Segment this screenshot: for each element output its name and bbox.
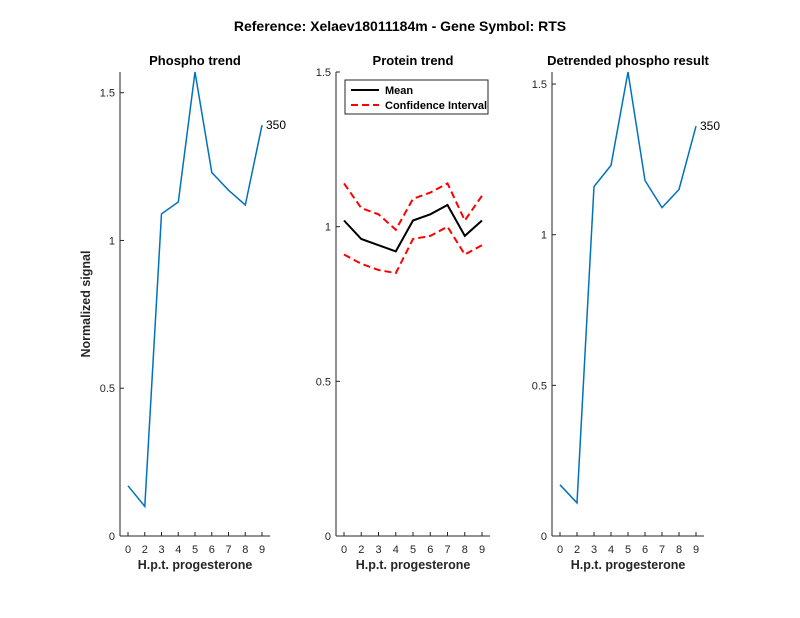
figure-title: Reference: Xelaev18011184m - Gene Symbol… [234, 18, 566, 34]
x-tick-label: 4 [608, 544, 614, 556]
x-tick-label: 6 [427, 544, 433, 556]
x-tick-label: 8 [462, 544, 468, 556]
x-tick-label: 9 [259, 544, 265, 556]
y-tick-label: 0 [541, 531, 547, 543]
legend-label: Mean [385, 85, 413, 97]
x-tick-label: 0 [125, 544, 131, 556]
y-tick-label: 0.5 [532, 380, 547, 392]
x-tick-label: 8 [676, 544, 682, 556]
x-axis-label: H.p.t. progesterone [356, 558, 471, 572]
x-axis-label: H.p.t. progesterone [138, 558, 253, 572]
x-tick-label: 3 [375, 544, 381, 556]
y-tick-label: 0.5 [100, 383, 115, 395]
legend-box [344, 79, 489, 115]
x-tick-label: 9 [479, 544, 485, 556]
x-tick-label: 9 [693, 544, 699, 556]
chart-title: Protein trend [373, 53, 454, 68]
x-tick-label: 6 [209, 544, 215, 556]
x-tick-label: 2 [142, 544, 148, 556]
x-tick-label: 2 [574, 544, 580, 556]
y-axis-label: Normalized signal [79, 251, 93, 358]
y-tick-label: 0 [325, 531, 331, 543]
legend-label: Confidence Interval [385, 100, 487, 112]
y-tick-label: 0.5 [316, 376, 331, 388]
x-tick-label: 4 [175, 544, 181, 556]
x-tick-label: 3 [591, 544, 597, 556]
y-tick-label: 1.5 [316, 67, 331, 79]
y-tick-label: 0 [109, 531, 115, 543]
x-tick-label: 7 [659, 544, 665, 556]
x-tick-label: 3 [158, 544, 164, 556]
y-tick-label: 1.5 [100, 88, 115, 100]
x-tick-label: 5 [192, 544, 198, 556]
x-tick-label: 0 [341, 544, 347, 556]
x-tick-label: 5 [625, 544, 631, 556]
x-tick-label: 4 [393, 544, 399, 556]
y-tick-label: 1.5 [532, 79, 547, 91]
x-tick-label: 7 [444, 544, 450, 556]
chart-title: Phospho trend [149, 53, 241, 68]
x-tick-label: 5 [410, 544, 416, 556]
y-tick-label: 1 [109, 235, 115, 247]
x-tick-label: 2 [358, 544, 364, 556]
series-line-2 [343, 182, 483, 232]
chart-title: Detrended phospho result [547, 53, 709, 68]
y-tick-label: 1 [541, 230, 547, 242]
point-annotation: 350 [266, 118, 286, 132]
x-axis-label: H.p.t. progesterone [571, 558, 686, 572]
x-tick-label: 8 [242, 544, 248, 556]
x-tick-label: 0 [557, 544, 563, 556]
y-tick-label: 1 [325, 222, 331, 234]
x-tick-label: 6 [642, 544, 648, 556]
x-tick-label: 7 [225, 544, 231, 556]
point-annotation: 350 [700, 119, 720, 133]
